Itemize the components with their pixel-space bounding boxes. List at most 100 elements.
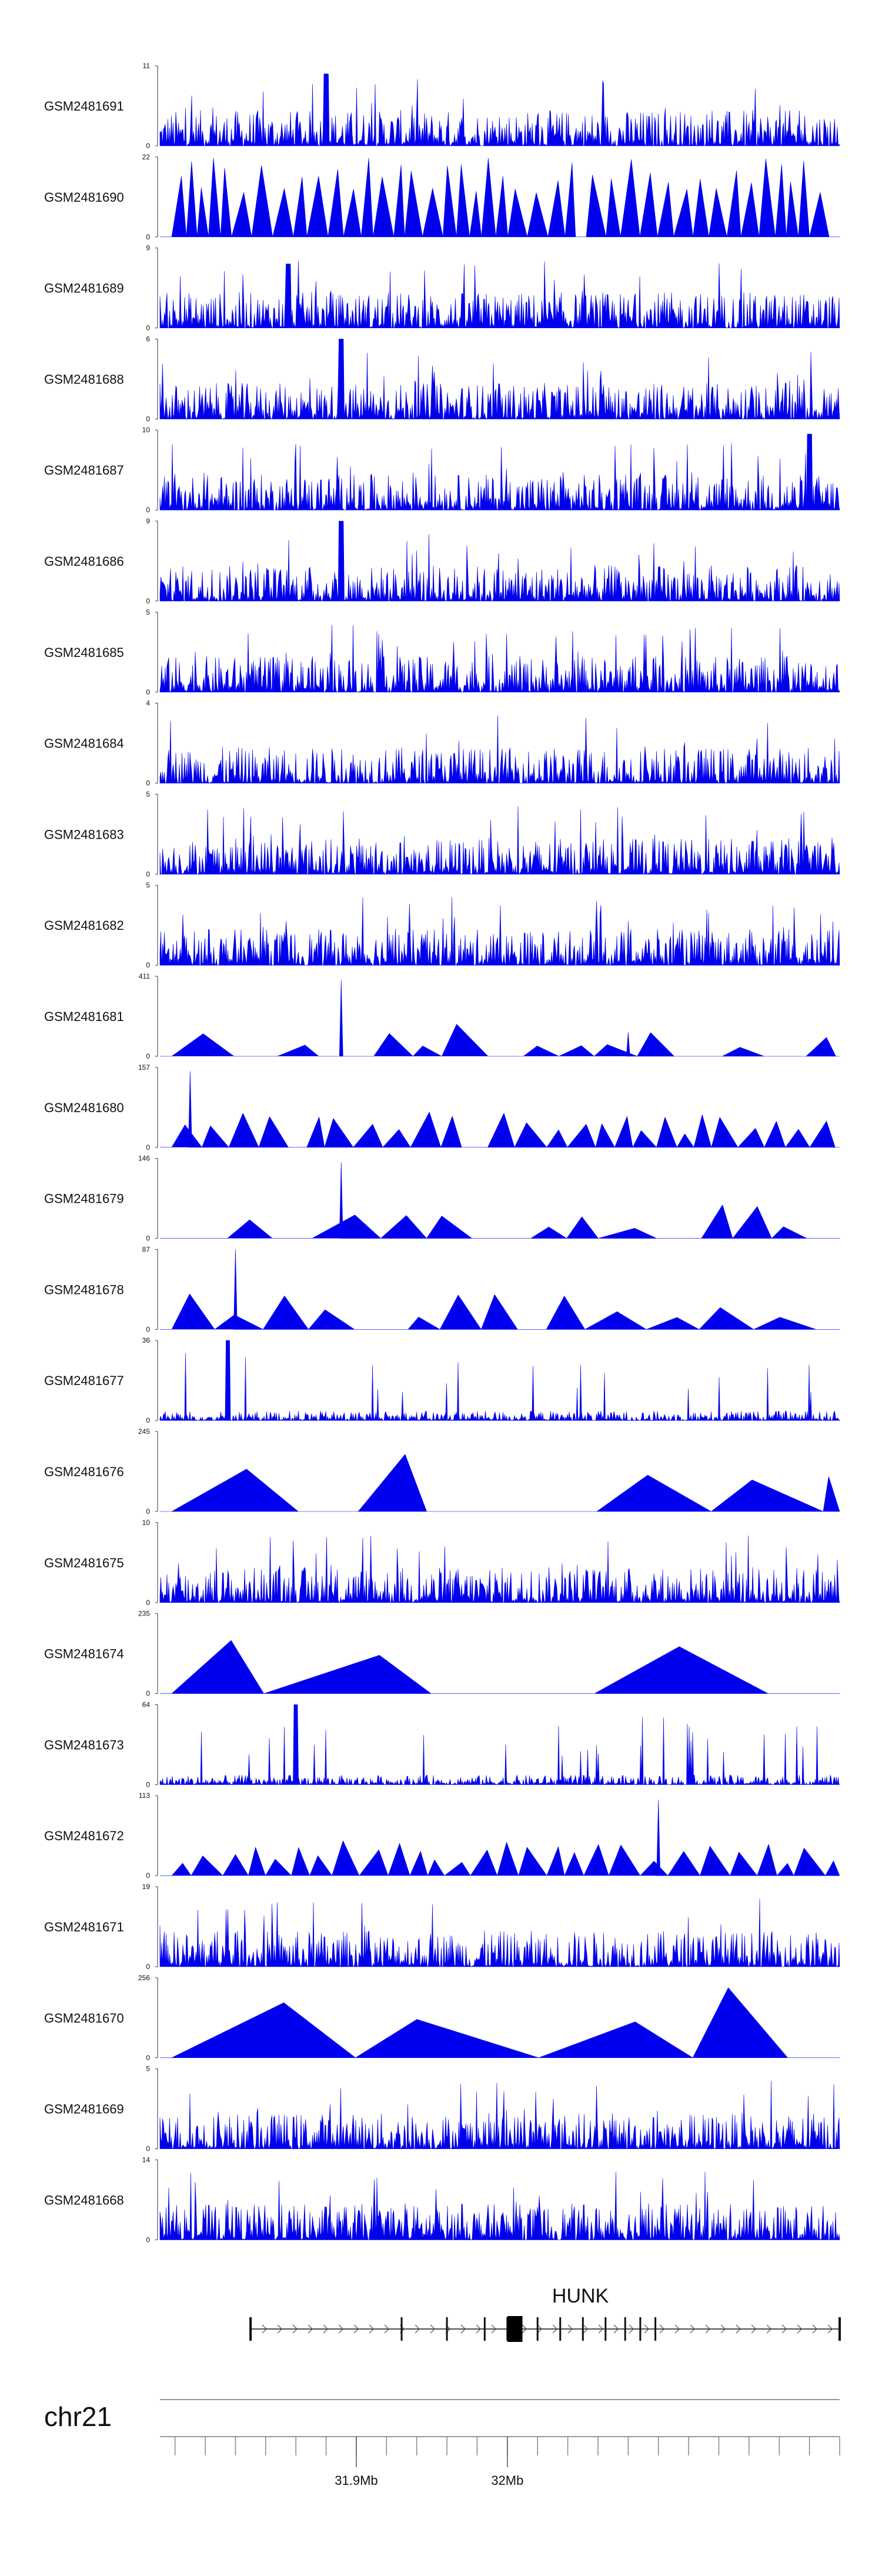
strand-arrow [460, 2324, 466, 2334]
track-label: GSM2481684 [44, 736, 124, 751]
track-label: GSM2481678 [44, 1282, 124, 1297]
track-GSM2481682: GSM2481682 5 0 [44, 881, 840, 969]
track-label: GSM2481680 [44, 1100, 124, 1115]
track-GSM2481690: GSM2481690 22 0 [44, 153, 840, 241]
track-ymin-label: 0 [146, 2054, 150, 2062]
track-coverage-area [160, 1249, 840, 1330]
track-GSM2481680: GSM2481680 157 0 [44, 1063, 840, 1152]
exon [559, 2317, 562, 2341]
track-GSM2481688: GSM2481688 6 0 [44, 335, 840, 423]
exon [639, 2317, 642, 2341]
exon [249, 2317, 252, 2341]
track-label: GSM2481691 [44, 99, 124, 114]
track-GSM2481691: GSM2481691 11 0 [44, 62, 840, 150]
track-ymin-label: 0 [146, 1143, 150, 1152]
strand-arrow [308, 2324, 313, 2334]
track-ymin-label: 0 [146, 2145, 150, 2153]
axis-tick-label: 32Mb [491, 2473, 523, 2488]
track-ymax-label: 146 [138, 1154, 150, 1163]
track-GSM2481668: GSM2481668 14 0 [44, 2155, 840, 2244]
track-ymin-label: 0 [146, 779, 150, 788]
strand-arrow [323, 2324, 328, 2334]
coding-exon-block [507, 2316, 523, 2342]
strand-arrow [338, 2324, 343, 2334]
track-ymin-label: 0 [146, 1507, 150, 1516]
track-label: GSM2481676 [44, 1464, 124, 1479]
track-coverage-area [159, 1535, 840, 1603]
track-coverage-area [159, 1704, 840, 1785]
track-label: GSM2481685 [44, 645, 124, 660]
track-ymax-label: 113 [139, 1791, 150, 1800]
track-label: GSM2481677 [44, 1373, 124, 1388]
strand-arrow [583, 2324, 588, 2334]
track-ymax-label: 5 [146, 608, 150, 616]
track-coverage-area [159, 158, 840, 238]
track-ymin-label: 0 [146, 506, 150, 514]
track-coverage-area [159, 339, 840, 419]
exon [604, 2317, 607, 2341]
track-ymin-label: 0 [146, 1780, 150, 1788]
track-ymin-label: 0 [146, 1325, 150, 1333]
track-label: GSM2481690 [44, 190, 124, 205]
track-label: GSM2481671 [44, 1920, 124, 1934]
strand-arrow [766, 2324, 771, 2334]
strand-arrow [629, 2324, 634, 2334]
track-GSM2481677: GSM2481677 36 0 [44, 1336, 840, 1424]
track-coverage-area [160, 1071, 840, 1148]
strand-arrow [537, 2324, 542, 2334]
track-ymax-label: 87 [142, 1245, 151, 1253]
track-coverage-area [160, 1799, 840, 1876]
track-coverage-area [159, 433, 840, 510]
strand-arrow [781, 2324, 787, 2334]
strand-arrow [384, 2324, 389, 2334]
track-label: GSM2481686 [44, 554, 124, 569]
track-label: GSM2481688 [44, 372, 124, 386]
exon [624, 2317, 626, 2341]
track-GSM2481684: GSM2481684 4 0 [44, 699, 840, 788]
track-ymin-label: 0 [146, 415, 150, 423]
axis-tick-label: 31.9Mb [335, 2473, 377, 2488]
track-ymax-label: 5 [146, 881, 150, 889]
exon [483, 2317, 486, 2341]
strand-arrow [292, 2324, 298, 2334]
track-coverage-area [159, 261, 840, 328]
track-GSM2481675: GSM2481675 10 0 [44, 1519, 840, 1607]
track-label: GSM2481683 [44, 827, 124, 842]
track-ymin-label: 0 [146, 324, 150, 332]
exon [536, 2317, 539, 2341]
strand-arrow [674, 2324, 680, 2334]
track-GSM2481681: GSM2481681 411 0 [44, 972, 840, 1060]
track-GSM2481670: GSM2481670 256 0 [44, 1974, 840, 2062]
track-coverage-area [159, 715, 840, 783]
track-GSM2481673: GSM2481673 64 0 [44, 1700, 840, 1788]
track-GSM2481689: GSM2481689 9 0 [44, 244, 840, 332]
track-label: GSM2481670 [44, 2011, 124, 2026]
track-label: GSM2481673 [44, 1737, 124, 1752]
track-ymax-label: 5 [146, 790, 150, 798]
track-ymin-label: 0 [146, 1871, 150, 1880]
track-ymax-label: 411 [139, 972, 150, 980]
track-ymin-label: 0 [146, 961, 150, 969]
strand-arrow [644, 2324, 649, 2334]
track-GSM2481687: GSM2481687 10 0 [44, 426, 840, 514]
chromosome-axis: chr21 31.9Mb 32Mb [44, 2399, 840, 2488]
strand-arrow [705, 2324, 710, 2334]
track-ymax-label: 11 [143, 62, 151, 70]
track-GSM2481676: GSM2481676 245 0 [44, 1427, 840, 1516]
track-ymax-label: 22 [142, 153, 151, 161]
track-ymin-label: 0 [146, 688, 150, 696]
track-ymax-label: 10 [142, 426, 151, 434]
track-GSM2481671: GSM2481671 19 0 [44, 1883, 840, 1971]
strand-arrow [476, 2324, 481, 2334]
track-coverage-area [160, 980, 840, 1057]
strand-arrow [277, 2324, 282, 2334]
strand-arrow [736, 2324, 741, 2334]
track-label: GSM2481674 [44, 1647, 124, 1661]
strand-arrow [262, 2324, 267, 2334]
track-coverage-area [159, 520, 840, 602]
track-ymin-label: 0 [146, 597, 150, 605]
strand-arrow [491, 2324, 496, 2334]
chromosome-label: chr21 [44, 2401, 112, 2432]
track-coverage-area [159, 1340, 840, 1421]
